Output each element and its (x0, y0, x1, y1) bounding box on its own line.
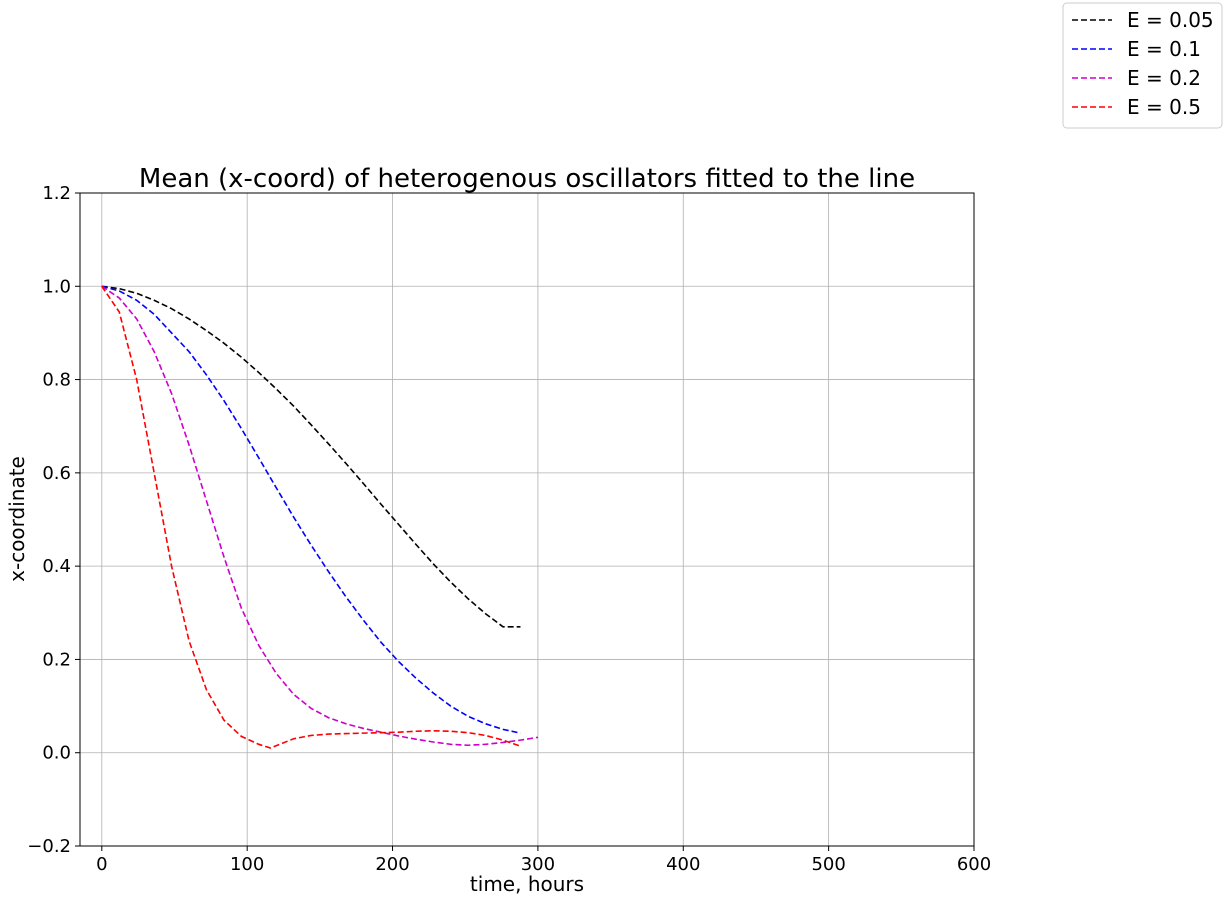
legend-label-3: E = 0.5 (1127, 95, 1201, 119)
legend-box (1062, 2, 1223, 129)
series-line-1 (101, 285, 521, 734)
x-tick-label: 0 (96, 854, 107, 875)
x-axis-label: time, hours (470, 872, 584, 896)
series-lines (101, 285, 539, 749)
y-tick-label: 0.6 (42, 463, 71, 484)
y-tick-label: 1.0 (42, 276, 71, 297)
x-tick-label: 200 (375, 854, 409, 875)
x-tick-label: 400 (666, 854, 700, 875)
y-axis-label: x-coordinate (5, 456, 29, 582)
y-tick-label: 0.2 (42, 649, 71, 670)
x-tick-label: 300 (521, 854, 555, 875)
legend-entries: E = 0.05 E = 0.1 E = 0.2 E = 0.5 (1072, 8, 1214, 119)
series-line-2 (101, 285, 539, 747)
chart-title: Mean (x-coord) of heterogenous oscillato… (139, 164, 915, 194)
x-tick-label: 100 (230, 854, 264, 875)
y-tick-label: 1.2 (42, 183, 71, 204)
y-tick-label: 0.0 (42, 743, 71, 764)
grid-lines (80, 192, 975, 847)
plot-frame (79, 192, 975, 847)
legend-label-0: E = 0.05 (1127, 8, 1214, 32)
x-tick-label: 600 (957, 854, 991, 875)
y-tick-label: 0.8 (42, 370, 71, 391)
legend-label-2: E = 0.2 (1127, 66, 1201, 90)
x-tick-label: 500 (811, 854, 845, 875)
legend: E = 0.05 E = 0.1 E = 0.2 E = 0.5 (1062, 2, 1223, 129)
y-tick-label: −0.2 (27, 836, 71, 857)
x-axis: 0 100 200 300 400 500 600 (96, 846, 991, 875)
series-line-3 (101, 285, 521, 749)
legend-label-1: E = 0.1 (1127, 37, 1201, 61)
series-line-0 (101, 285, 521, 628)
y-axis: −0.2 0.0 0.2 0.4 0.6 0.8 1.0 1.2 (27, 183, 80, 857)
y-tick-label: 0.4 (42, 556, 71, 577)
